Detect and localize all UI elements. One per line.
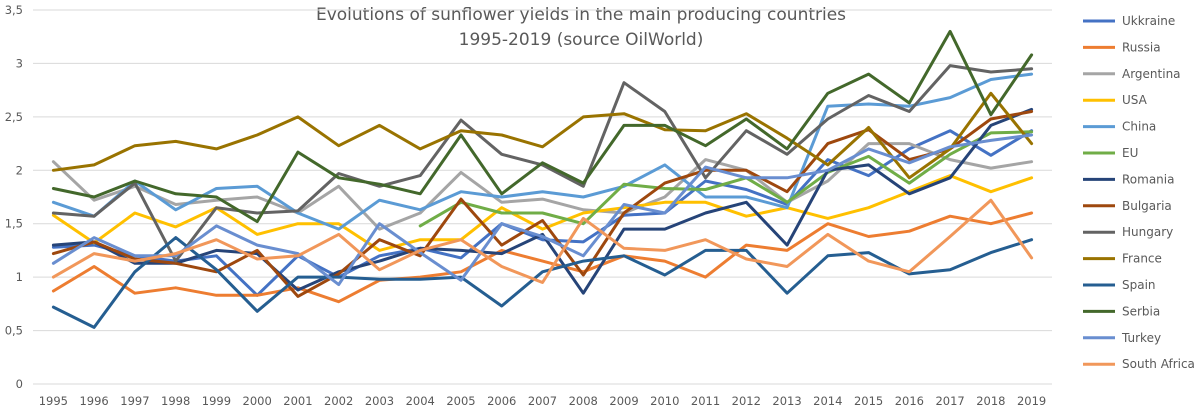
y-tick-label: 1,5 bbox=[5, 217, 23, 231]
y-tick-label: 3 bbox=[16, 56, 23, 70]
x-tick-label: 2007 bbox=[528, 394, 557, 408]
legend-label: Ukkraine bbox=[1122, 14, 1175, 28]
x-tick-label: 2000 bbox=[243, 394, 272, 408]
legend-label: Serbia bbox=[1122, 304, 1160, 318]
series-line-bulgaria bbox=[51, 110, 1034, 298]
series-line-hungary bbox=[51, 64, 1034, 263]
chart-subtitle: 1995-2019 (source OilWorld) bbox=[459, 30, 704, 50]
series-line-spain bbox=[51, 236, 1034, 329]
x-tick-label: 1997 bbox=[120, 394, 149, 408]
x-tick-label: 2002 bbox=[324, 394, 353, 408]
x-tick-label: 1999 bbox=[202, 394, 231, 408]
y-tick-label: 2,5 bbox=[5, 110, 23, 124]
legend-label: EU bbox=[1122, 146, 1138, 160]
series-line-serbia bbox=[51, 29, 1034, 224]
series-line-romania bbox=[51, 107, 1034, 295]
legend-label: Argentina bbox=[1122, 67, 1181, 81]
series-line-ukkraine bbox=[51, 129, 1034, 297]
legend-label: Romania bbox=[1122, 172, 1174, 186]
legend-label: USA bbox=[1122, 93, 1148, 107]
x-tick-label: 2005 bbox=[446, 394, 475, 408]
x-tick-label: 2009 bbox=[609, 394, 638, 408]
legend-label: France bbox=[1122, 252, 1162, 266]
x-tick-label: 2006 bbox=[487, 394, 516, 408]
x-tick-label: 2014 bbox=[813, 394, 842, 408]
series-line-turkey bbox=[51, 133, 1034, 287]
legend-label: Turkey bbox=[1121, 331, 1161, 345]
x-tick-label: 2013 bbox=[772, 394, 801, 408]
y-axis-ticks: 0 0,5 1 1,5 2 2,5 3 3,5 bbox=[5, 3, 23, 391]
x-tick-label: 1995 bbox=[39, 394, 68, 408]
series-line-south-africa bbox=[51, 198, 1034, 284]
y-tick-label: 1 bbox=[16, 270, 23, 284]
x-tick-label: 2001 bbox=[283, 394, 312, 408]
x-tick-label: 2012 bbox=[732, 394, 761, 408]
series-line-china bbox=[51, 72, 1034, 231]
x-tick-label: 1996 bbox=[79, 394, 108, 408]
series-line-eu bbox=[418, 130, 1034, 228]
legend-label: Hungary bbox=[1122, 225, 1173, 239]
x-tick-label: 2017 bbox=[935, 394, 964, 408]
legend-label: China bbox=[1122, 120, 1156, 134]
x-tick-label: 1998 bbox=[161, 394, 190, 408]
x-tick-label: 2004 bbox=[406, 394, 435, 408]
x-tick-label: 2003 bbox=[365, 394, 394, 408]
y-tick-label: 0,5 bbox=[5, 324, 23, 338]
series-line-russia bbox=[51, 211, 1034, 304]
x-tick-label: 2019 bbox=[1017, 394, 1046, 408]
x-tick-label: 2016 bbox=[895, 394, 924, 408]
chart-title: Evolutions of sunflower yields in the ma… bbox=[316, 5, 846, 25]
y-tick-label: 2 bbox=[16, 163, 23, 177]
x-tick-label: 2011 bbox=[691, 394, 720, 408]
legend-label: Bulgaria bbox=[1122, 199, 1172, 213]
x-axis-ticks: 1995 1996 1997 1998 1999 2000 2001 2002 2003 2004… bbox=[39, 394, 1047, 408]
series-lines bbox=[51, 29, 1034, 329]
x-tick-label: 2010 bbox=[650, 394, 679, 408]
y-tick-label: 3,5 bbox=[5, 3, 23, 17]
legend-label: Spain bbox=[1122, 278, 1156, 292]
x-tick-label: 2015 bbox=[854, 394, 883, 408]
legend-label: Russia bbox=[1122, 40, 1161, 54]
x-tick-label: 2008 bbox=[569, 394, 598, 408]
series-line-argentina bbox=[51, 142, 1034, 231]
legend-label: South Africa bbox=[1122, 357, 1195, 371]
y-tick-label: 0 bbox=[16, 377, 23, 391]
x-tick-label: 2018 bbox=[976, 394, 1005, 408]
legend: Ukkraine Russia Argentina USA China EU Romania… bbox=[1083, 14, 1195, 371]
series-line-france bbox=[51, 91, 1034, 180]
